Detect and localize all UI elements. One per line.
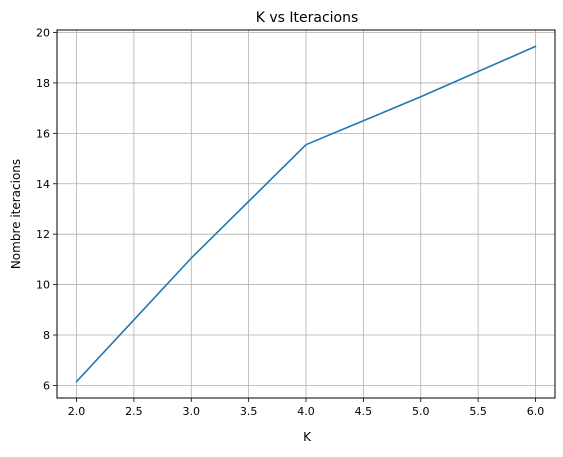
x-axis-ticks: 2.0 2.5 3.0 3.5 4.0 4.5 5.0 5.5 6.0 [68, 398, 544, 418]
x-tick-label: 5.0 [412, 405, 430, 418]
y-tick-label: 16 [36, 127, 50, 140]
y-tick-label: 20 [36, 27, 50, 40]
y-tick-label: 6 [43, 379, 50, 392]
x-tick-label: 2.5 [125, 405, 143, 418]
x-tick-label: 4.0 [297, 405, 315, 418]
y-tick-label: 8 [43, 329, 50, 342]
x-tick-label: 6.0 [527, 405, 545, 418]
x-tick-label: 3.5 [240, 405, 258, 418]
x-axis-label: K [303, 430, 312, 444]
y-tick-label: 18 [36, 77, 50, 90]
y-tick-label: 14 [36, 178, 50, 191]
y-axis-label: Nombre iteracions [9, 159, 23, 269]
chart-title: K vs Iteracions [256, 10, 359, 26]
y-tick-label: 10 [36, 279, 50, 292]
x-tick-label: 2.0 [68, 405, 86, 418]
x-tick-label: 4.5 [355, 405, 373, 418]
grid [57, 30, 555, 398]
y-tick-label: 12 [36, 228, 50, 241]
x-tick-label: 3.0 [183, 405, 201, 418]
series-layer [75, 45, 537, 383]
y-axis-ticks: 6 8 10 12 14 16 18 20 [36, 27, 57, 392]
series-line [75, 45, 537, 383]
x-tick-label: 5.5 [469, 405, 487, 418]
